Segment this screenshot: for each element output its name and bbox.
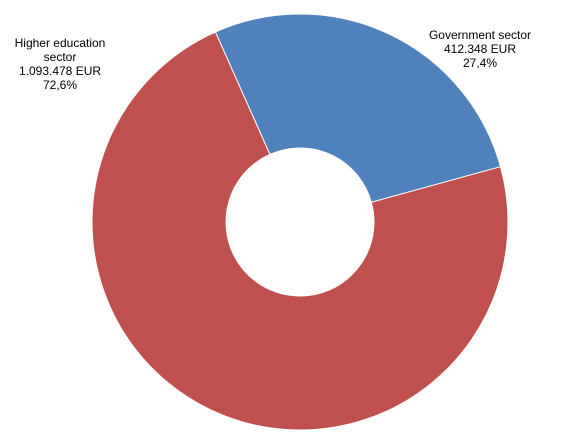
- share-label: 72,6%: [42, 78, 78, 92]
- category-label: Higher education sector: [14, 36, 106, 64]
- slice-label: Government sector 412.348 EUR 27,4%: [420, 28, 540, 70]
- category-label: Government sector: [428, 28, 532, 42]
- donut-slice: [214, 13, 502, 203]
- value-label: 412.348 EUR: [443, 42, 517, 56]
- donut-slice: [91, 31, 509, 431]
- value-label: 1.093.478 EUR: [18, 64, 102, 78]
- share-label: 27,4%: [462, 56, 498, 70]
- slice-label: Higher education sector 1.093.478 EUR 72…: [10, 36, 110, 92]
